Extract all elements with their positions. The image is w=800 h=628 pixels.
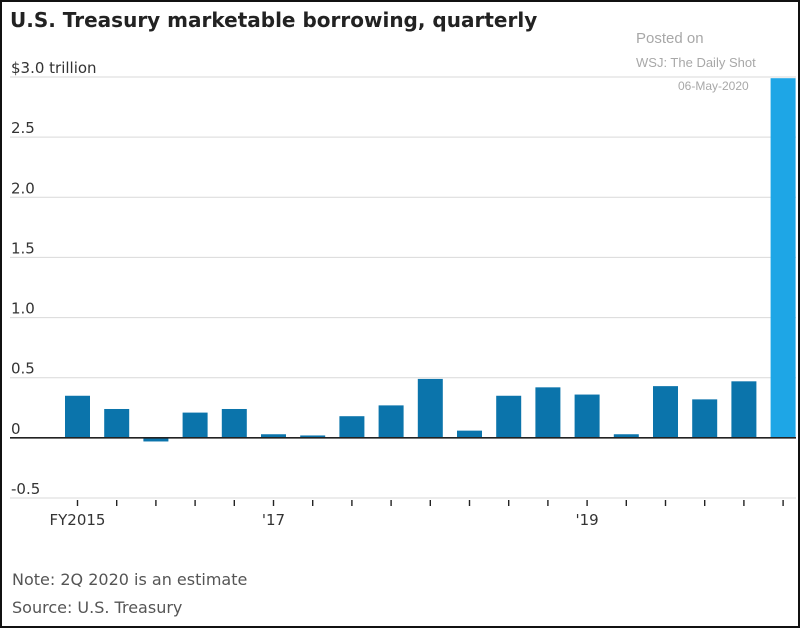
chart-notes: Note: 2Q 2020 is an estimate Source: U.S… <box>12 566 247 622</box>
x-axis <box>10 437 796 506</box>
y-tick-label: 2.5 <box>11 119 35 137</box>
y-tick-label: $3.0 trillion <box>11 59 97 77</box>
bar <box>339 416 365 438</box>
bar <box>731 381 757 438</box>
x-tick-label: '19 <box>575 511 598 529</box>
chart-title: U.S. Treasury marketable borrowing, quar… <box>10 8 538 32</box>
bar <box>770 78 796 438</box>
bar <box>613 434 639 438</box>
watermark-posted-on: Posted on <box>636 30 704 47</box>
bar <box>221 408 247 438</box>
bar <box>182 412 208 438</box>
bar <box>143 437 169 442</box>
y-tick-label: 2.0 <box>11 179 35 197</box>
watermark-source: WSJ: The Daily Shot <box>636 55 756 70</box>
bar <box>417 378 443 438</box>
bar <box>300 435 326 438</box>
y-tick-label: 0 <box>11 420 21 438</box>
gridlines <box>10 76 796 499</box>
y-tick-label: 0.5 <box>11 360 35 378</box>
bar <box>378 405 404 438</box>
watermark-date: 06-May-2020 <box>678 79 749 93</box>
source-note: Source: U.S. Treasury <box>12 598 183 617</box>
bar <box>574 394 600 438</box>
bar <box>65 395 90 438</box>
x-tick-label: '17 <box>262 511 285 529</box>
bar <box>104 408 130 438</box>
y-tick-label: 1.5 <box>11 239 35 257</box>
bar <box>496 395 522 438</box>
tick-labels: $3.0 trillion 2.5 2.0 1.5 1.0 0.5 0 -0.5 FY2015 '… <box>11 59 599 529</box>
x-tick-label: FY2015 <box>50 511 106 529</box>
bar <box>692 399 718 438</box>
bar <box>457 430 482 438</box>
bar <box>261 434 286 438</box>
estimate-note: Note: 2Q 2020 is an estimate <box>12 570 248 589</box>
bar <box>653 386 678 438</box>
y-tick-label: 1.0 <box>11 300 35 318</box>
y-tick-label: -0.5 <box>11 480 40 498</box>
bars <box>65 78 796 442</box>
bar <box>535 387 561 438</box>
